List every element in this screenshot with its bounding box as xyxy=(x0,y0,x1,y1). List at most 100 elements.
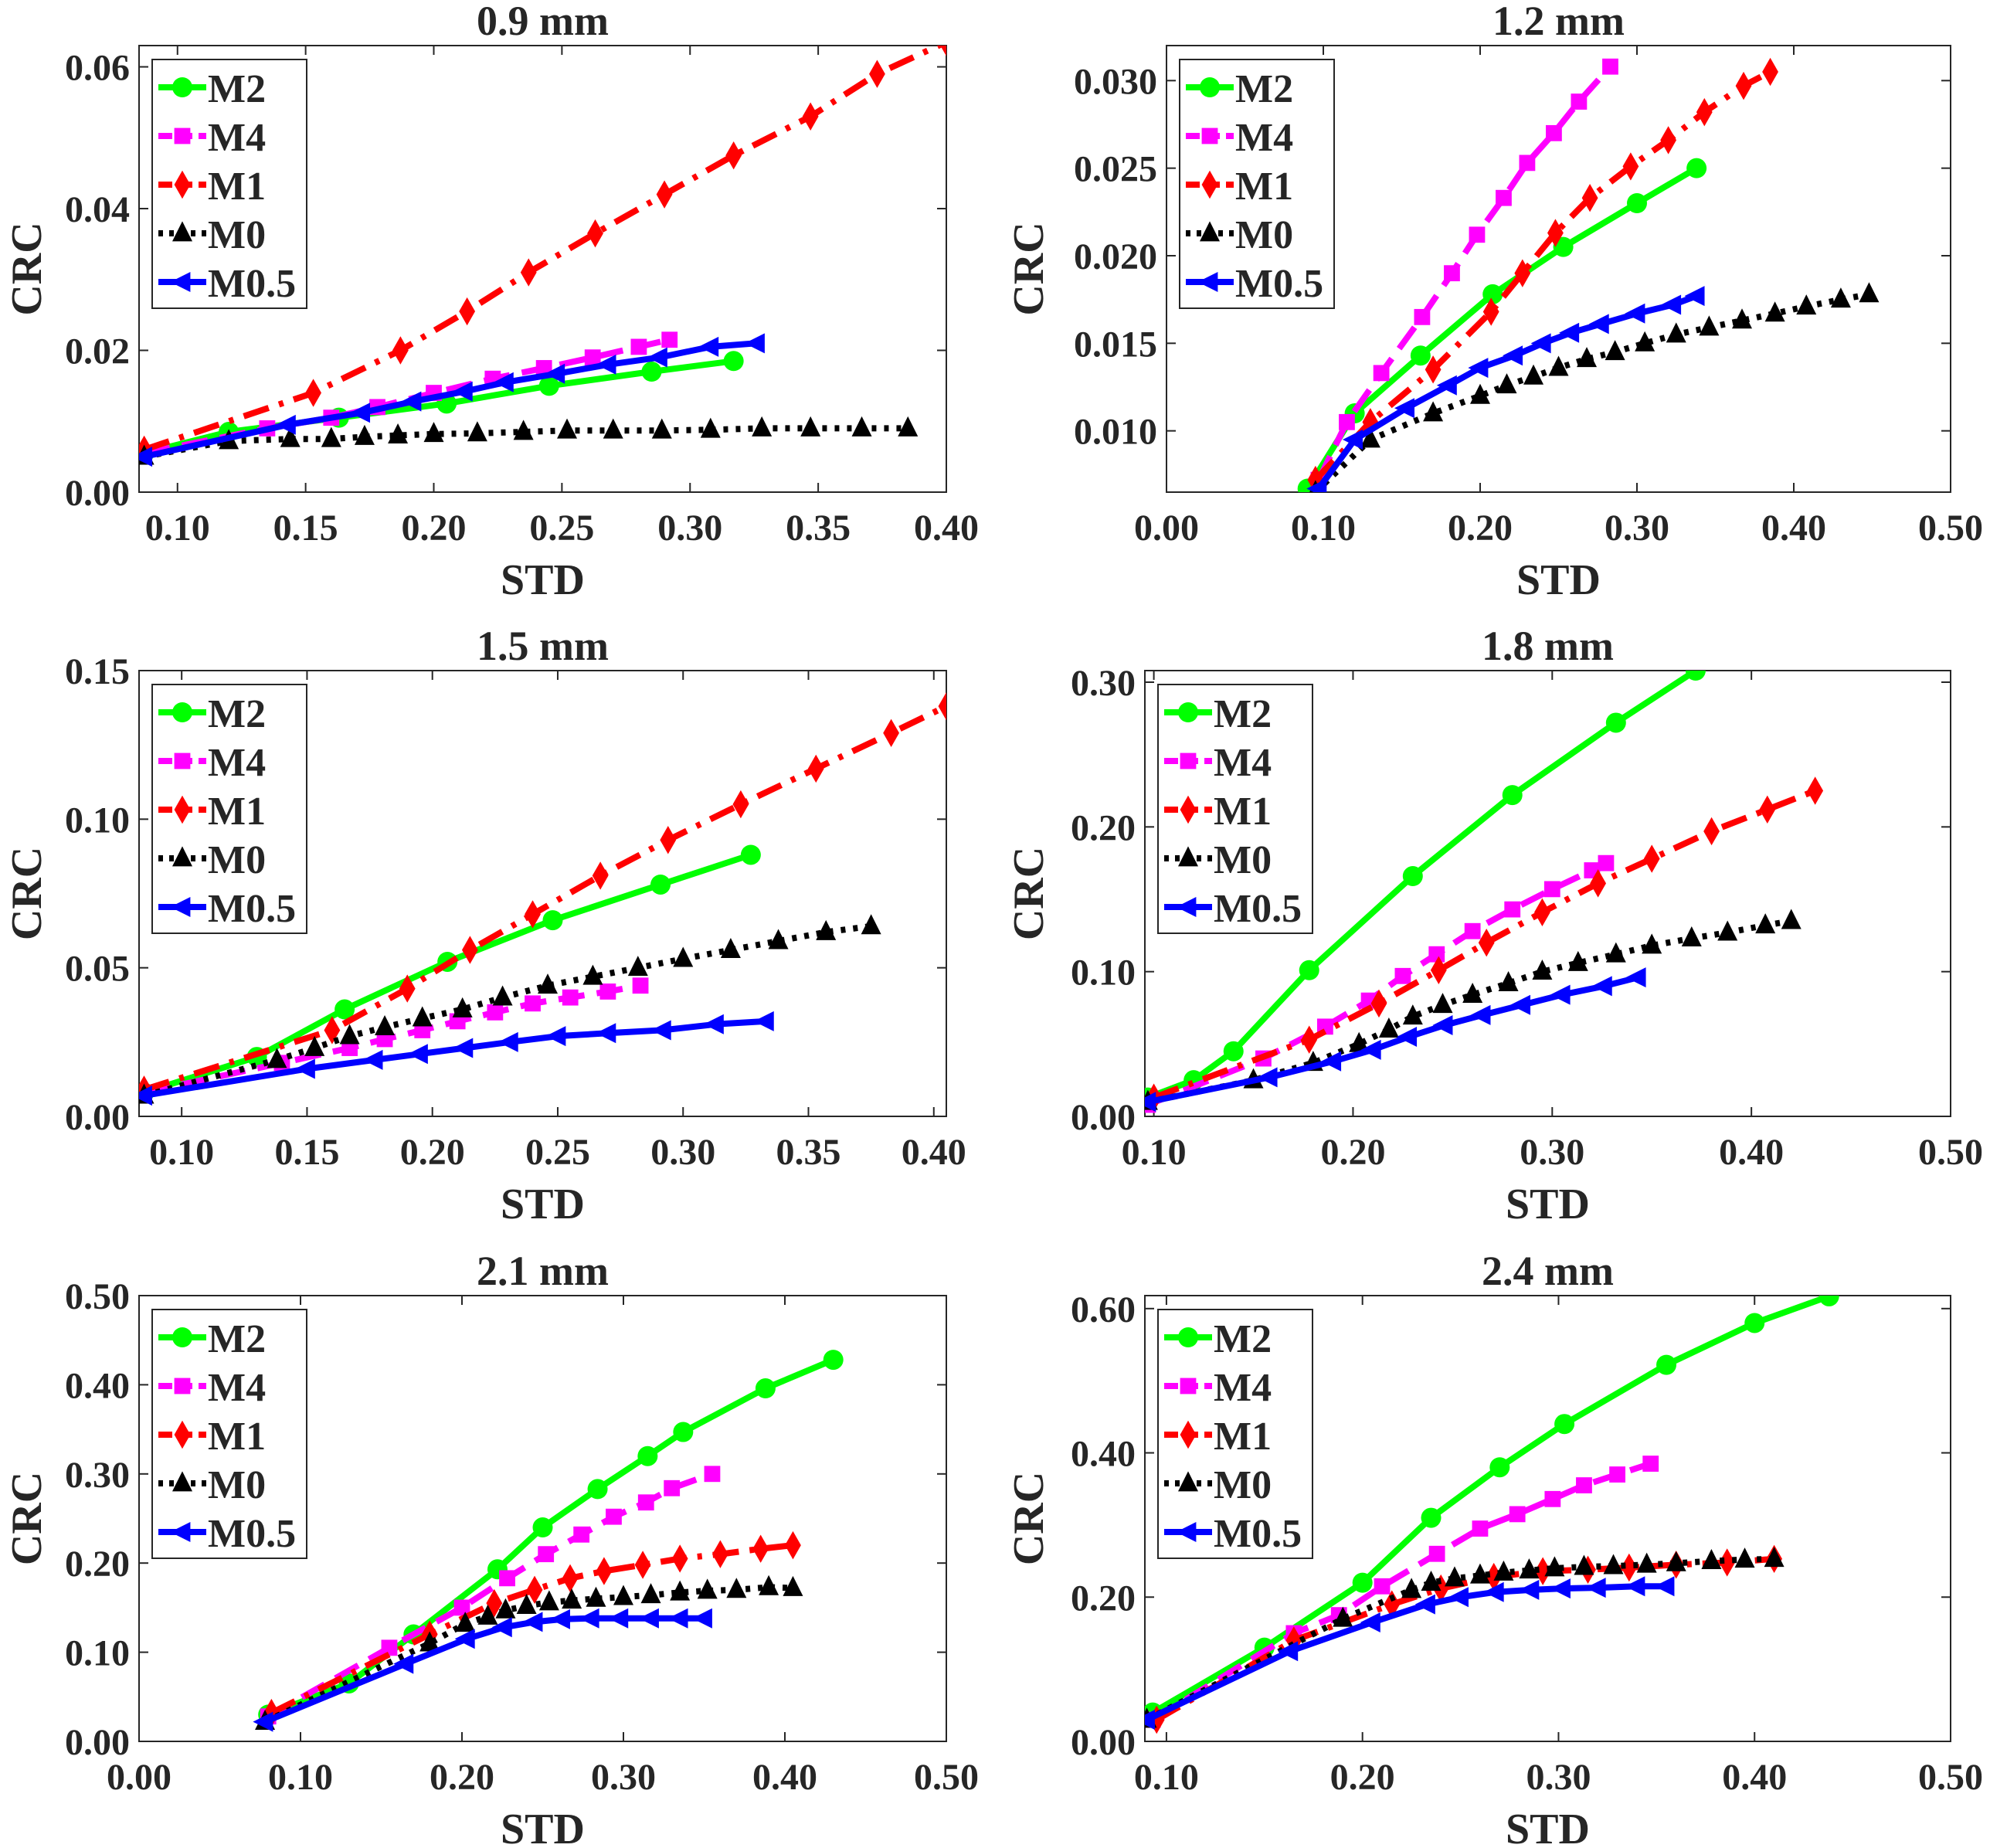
data-point-M0.5 xyxy=(596,354,616,375)
x-tick-label: 0.10 xyxy=(268,1757,333,1798)
legend-marker-M0.5 xyxy=(1176,1522,1197,1542)
data-point-M0 xyxy=(1421,1570,1442,1591)
data-point-M0.5 xyxy=(522,1612,543,1632)
data-point-M0 xyxy=(1444,1566,1465,1587)
data-point-M0 xyxy=(640,1583,661,1604)
data-point-M2 xyxy=(1744,1313,1765,1333)
x-tick-label: 0.10 xyxy=(1122,1132,1187,1173)
x-axis-label: STD xyxy=(501,556,585,604)
data-point-M0 xyxy=(613,1585,633,1605)
subplot-title: 1.8 mm xyxy=(1482,623,1614,669)
y-tick-label: 0.30 xyxy=(65,1455,130,1496)
data-point-M4 xyxy=(637,1494,654,1511)
data-point-M0 xyxy=(816,919,837,940)
data-point-M2 xyxy=(1223,1041,1244,1062)
data-point-M0 xyxy=(800,416,821,437)
data-point-M1 xyxy=(592,861,609,890)
data-point-M0 xyxy=(861,914,881,935)
data-point-M0.5 xyxy=(1470,1004,1491,1025)
series-line-M0 xyxy=(143,425,908,460)
y-axis-label: CRC xyxy=(1005,847,1053,940)
data-point-M0.5 xyxy=(1510,994,1531,1015)
data-point-M0 xyxy=(1666,1551,1686,1571)
data-point-M0.5 xyxy=(1519,1579,1540,1600)
data-point-M1 xyxy=(656,180,673,209)
data-point-M2 xyxy=(1554,1414,1575,1435)
y-tick-label: 0.00 xyxy=(65,473,130,514)
legend-label: M0 xyxy=(208,1463,266,1507)
x-tick-label: 0.30 xyxy=(1605,508,1669,549)
y-tick-label: 0.10 xyxy=(65,800,130,841)
data-point-M0.5 xyxy=(608,1608,629,1629)
legend-marker-M2 xyxy=(1178,702,1198,722)
data-point-M2 xyxy=(1299,960,1319,980)
y-tick-label: 0.05 xyxy=(65,949,130,990)
data-point-M0 xyxy=(1666,322,1686,343)
data-point-M4 xyxy=(562,989,579,1006)
x-axis-label: STD xyxy=(1516,556,1601,604)
data-point-M4 xyxy=(1543,881,1560,898)
legend-label: M2 xyxy=(1214,692,1272,736)
data-point-M0 xyxy=(1423,401,1444,422)
legend-marker-M4 xyxy=(174,752,191,769)
data-point-M0.5 xyxy=(1278,1641,1299,1662)
data-point-M1 xyxy=(1762,57,1778,87)
data-point-M1 xyxy=(1425,355,1442,384)
legend-label: M0.5 xyxy=(1214,1512,1302,1556)
data-point-M0 xyxy=(1642,933,1662,954)
legend-marker-M2 xyxy=(172,1327,192,1347)
subplot-4: 0.00 0.10 0.20 0.30 0.40 0.50 0.00 0.10 0.20 0.30… xyxy=(3,1248,979,1848)
legend-label: M0.5 xyxy=(1235,262,1323,306)
x-tick-label: 0.20 xyxy=(400,1132,465,1173)
data-point-M1 xyxy=(940,46,946,56)
data-point-M4 xyxy=(1496,189,1512,206)
data-point-M0 xyxy=(700,417,721,438)
data-point-M1 xyxy=(1534,1557,1551,1585)
data-point-M0.5 xyxy=(407,1044,428,1065)
data-point-M4 xyxy=(1642,1456,1659,1472)
data-point-M0 xyxy=(1635,331,1656,352)
data-point-M0 xyxy=(1699,315,1720,336)
legend-label: M2 xyxy=(208,67,266,111)
subplot-0: 0.10 0.15 0.20 0.25 0.30 0.35 0.40 0.00 0.02 0.04… xyxy=(3,0,979,604)
data-point-M4 xyxy=(606,1508,622,1525)
subplot-title: 2.4 mm xyxy=(1482,1248,1614,1294)
data-point-M0.5 xyxy=(1394,398,1414,419)
data-point-M2 xyxy=(1685,671,1706,681)
data-point-M0 xyxy=(492,985,513,1006)
y-tick-label: 0.20 xyxy=(1071,1578,1136,1619)
data-point-M0.5 xyxy=(1145,1092,1156,1113)
y-tick-label: 0.60 xyxy=(1071,1289,1136,1330)
data-point-M0.5 xyxy=(1684,286,1705,307)
y-tick-label: 0.04 xyxy=(65,189,130,230)
data-point-M0 xyxy=(1605,942,1626,963)
data-point-M0.5 xyxy=(579,1608,599,1629)
series-group xyxy=(1297,57,1880,492)
subplot-title: 2.1 mm xyxy=(477,1248,609,1294)
legend-label: M1 xyxy=(208,1415,266,1459)
x-tick-label: 0.10 xyxy=(149,1132,214,1173)
legend-marker-M4 xyxy=(1180,1378,1197,1394)
y-tick-label: 0.025 xyxy=(1074,149,1157,190)
legend-label: M2 xyxy=(1214,1317,1272,1361)
data-point-M0.5 xyxy=(1588,314,1609,335)
x-tick-label: 0.40 xyxy=(902,1132,966,1173)
legend-marker-M0.5 xyxy=(1197,272,1218,292)
x-tick-label: 0.30 xyxy=(650,1132,715,1173)
data-point-M4 xyxy=(1444,265,1460,282)
y-tick-label: 0.50 xyxy=(65,1276,130,1317)
legend-label: M1 xyxy=(1214,790,1272,834)
data-point-M0.5 xyxy=(452,381,473,402)
data-point-M4 xyxy=(1598,854,1615,871)
data-point-M0.5 xyxy=(647,347,667,368)
series-group xyxy=(139,46,946,467)
data-point-M0.5 xyxy=(1585,1578,1606,1598)
data-point-M1 xyxy=(1301,1025,1318,1054)
x-tick-label: 0.15 xyxy=(273,508,338,549)
data-point-M2 xyxy=(650,874,671,895)
data-point-M1 xyxy=(752,1534,769,1563)
data-point-M1 xyxy=(526,1575,543,1605)
data-point-M0 xyxy=(752,416,773,437)
data-point-M2 xyxy=(1627,193,1647,213)
